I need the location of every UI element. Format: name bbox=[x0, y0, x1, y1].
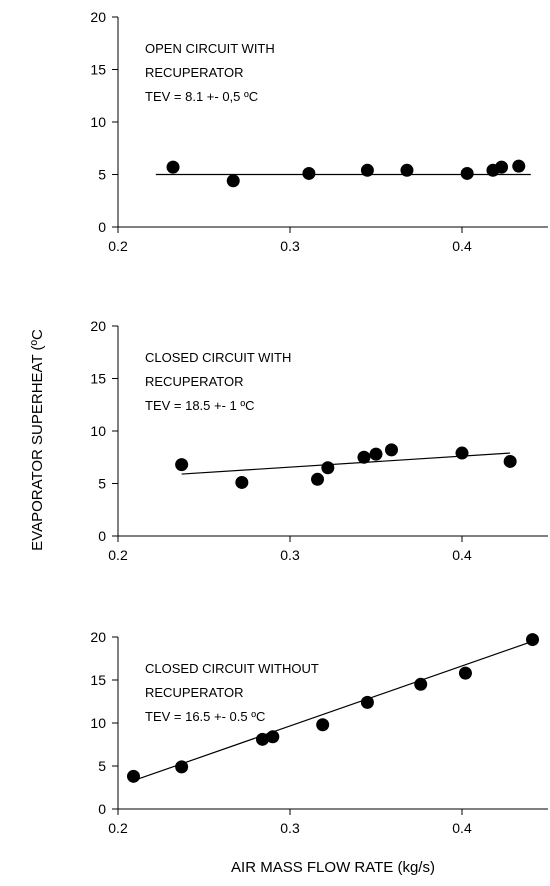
data-point bbox=[414, 677, 428, 691]
data-point bbox=[460, 166, 474, 180]
data-point bbox=[316, 718, 330, 732]
y-tick-label: 5 bbox=[98, 167, 106, 183]
data-point bbox=[357, 450, 371, 464]
x-tick-label: 0.3 bbox=[280, 547, 300, 563]
y-tick-label: 10 bbox=[90, 114, 106, 130]
y-tick-label: 20 bbox=[90, 629, 106, 645]
data-point bbox=[266, 730, 280, 744]
x-tick-label: 0.4 bbox=[452, 547, 472, 563]
data-point bbox=[360, 163, 374, 177]
panel-annotation-line: RECUPERATOR bbox=[145, 374, 243, 389]
y-tick-label: 10 bbox=[90, 715, 106, 731]
x-axis-title: AIR MASS FLOW RATE (kg/s) bbox=[231, 859, 435, 876]
x-tick-label: 0.4 bbox=[452, 820, 472, 836]
data-point bbox=[311, 472, 325, 486]
x-tick-label: 0.4 bbox=[452, 238, 472, 254]
data-point bbox=[455, 446, 469, 460]
data-point bbox=[360, 695, 374, 709]
x-tick-label: 0.2 bbox=[108, 820, 128, 836]
x-tick-label: 0.2 bbox=[108, 547, 128, 563]
panel-annotation-line: CLOSED CIRCUIT WITHOUT bbox=[145, 661, 319, 676]
data-point bbox=[166, 160, 180, 174]
y-tick-label: 0 bbox=[98, 219, 106, 235]
y-tick-label: 15 bbox=[90, 62, 106, 78]
data-point bbox=[126, 769, 140, 783]
data-point bbox=[302, 166, 316, 180]
y-tick-label: 15 bbox=[90, 672, 106, 688]
y-tick-label: 0 bbox=[98, 528, 106, 544]
panel-1: 0 5 10 15 20 0.2 0.3 0.4 OPEN CIRCUIT WITH RECUPE… bbox=[90, 9, 548, 254]
data-point bbox=[175, 458, 189, 472]
y-tick-label: 10 bbox=[90, 423, 106, 439]
data-point bbox=[255, 732, 269, 746]
fit-line bbox=[133, 640, 533, 782]
y-tick-label: 20 bbox=[90, 318, 106, 334]
data-point bbox=[512, 159, 526, 173]
panel-annotation-line: CLOSED CIRCUIT WITH bbox=[145, 350, 291, 365]
y-tick-label: 5 bbox=[98, 476, 106, 492]
data-point bbox=[369, 447, 383, 461]
panel-annotation-line: TEV = 8.1 +- 0,5 ºC bbox=[145, 89, 258, 104]
y-axis-title: EVAPORATOR SUPERHEAT (ºC bbox=[29, 329, 46, 551]
fit-line bbox=[181, 452, 511, 475]
panel-annotation-line: RECUPERATOR bbox=[145, 685, 243, 700]
x-tick-label: 0.3 bbox=[280, 820, 300, 836]
x-tick-label: 0.3 bbox=[280, 238, 300, 254]
panel-3: 0 5 10 15 20 0.2 0.3 0.4 CLOSED CIRCUIT WITHOUT R… bbox=[90, 629, 548, 836]
panel-2: 0 5 10 15 20 0.2 0.3 0.4 CLOSED CIRCUIT WITH RECU… bbox=[90, 318, 548, 563]
panel-annotation-line: OPEN CIRCUIT WITH bbox=[145, 41, 275, 56]
y-tick-label: 20 bbox=[90, 9, 106, 25]
y-tick-label: 15 bbox=[90, 371, 106, 387]
data-point bbox=[235, 475, 249, 489]
data-point bbox=[175, 760, 189, 774]
y-tick-label: 0 bbox=[98, 801, 106, 817]
data-point bbox=[226, 174, 240, 188]
panel-annotation-line: TEV = 16.5 +- 0.5 ºC bbox=[145, 709, 265, 724]
data-point bbox=[458, 666, 472, 680]
data-point bbox=[384, 443, 398, 457]
x-tick-label: 0.2 bbox=[108, 238, 128, 254]
data-point bbox=[503, 454, 517, 468]
data-point bbox=[495, 160, 509, 174]
data-point bbox=[321, 461, 335, 475]
data-point bbox=[526, 633, 540, 647]
panel-annotation-line: TEV = 18.5 +- 1 ºC bbox=[145, 398, 255, 413]
y-tick-label: 5 bbox=[98, 758, 106, 774]
data-point bbox=[400, 163, 414, 177]
panel-annotation-line: RECUPERATOR bbox=[145, 65, 243, 80]
